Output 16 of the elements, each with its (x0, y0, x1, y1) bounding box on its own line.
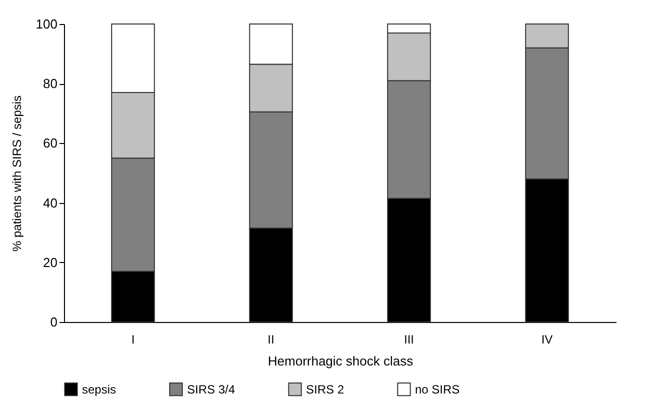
x-axis-title: Hemorrhagic shock class (268, 354, 414, 368)
x-tick-label: II (268, 332, 274, 346)
x-tick-label: I (131, 332, 135, 346)
y-axis-title: % patients with SIRS / sepsis (10, 95, 24, 252)
y-tick-label: 20 (43, 254, 58, 270)
y-tick-label: 60 (43, 136, 58, 151)
y-tick-label: 100 (36, 16, 58, 32)
y-tick-label: 80 (43, 76, 58, 92)
legend-label: SIRS 2 (306, 382, 344, 396)
y-tick-label: 0 (50, 314, 58, 330)
x-tick-label: III (404, 332, 414, 346)
x-tick-label: IV (541, 332, 553, 346)
legend-label: SIRS 3/4 (187, 382, 236, 396)
legend-label: sepsis (82, 382, 116, 396)
legend-label: no SIRS (415, 382, 460, 396)
y-tick-label: 40 (43, 195, 58, 210)
